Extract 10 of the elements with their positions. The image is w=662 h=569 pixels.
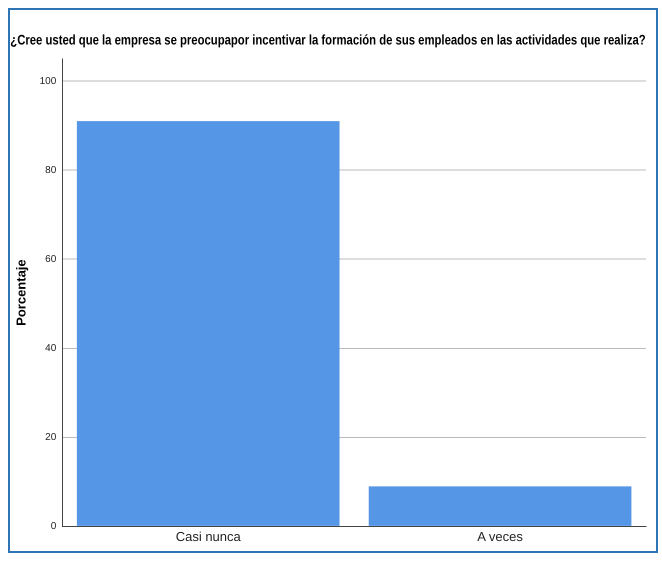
y-tick-label: 20 [45, 432, 57, 444]
chart-title: ¿Cree usted que la empresa se preocupapor incentivar la formación de sus empleados en las actividades que realiza? [10, 31, 646, 48]
x-tick-label: Casi nunca [176, 528, 242, 544]
y-tick-label: 40 [45, 343, 57, 354]
x-tick-label: A veces [477, 528, 524, 544]
y-axis-title: Porcentaje [13, 259, 28, 326]
y-tick-label: 0 [50, 521, 57, 532]
y-tick-label: 100 [40, 76, 57, 87]
y-tick-label: 60 [45, 254, 57, 265]
y-tick-label: 80 [45, 164, 57, 176]
